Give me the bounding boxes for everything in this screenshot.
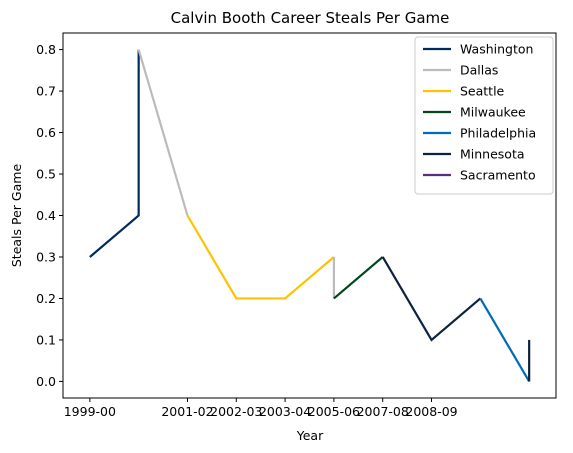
x-tick-label: 2003-04 xyxy=(259,404,311,419)
y-tick-label: 0.7 xyxy=(36,84,56,99)
x-tick-label: 2008-09 xyxy=(405,404,457,419)
y-axis: 0.0 0.1 0.2 0.3 0.4 0.5 0.6 0.7 0.8 xyxy=(36,42,63,389)
x-tick-label: 2007-08 xyxy=(357,404,409,419)
legend-label-washington: Washington xyxy=(460,42,533,57)
y-tick-label: 0.6 xyxy=(36,125,56,140)
chart-title: Calvin Booth Career Steals Per Game xyxy=(171,9,450,27)
series-line-minnesota-5 xyxy=(381,256,482,342)
plot-area xyxy=(89,49,531,382)
y-tick-label: 0.3 xyxy=(36,249,56,264)
legend-label-milwaukee: Milwaukee xyxy=(460,105,526,120)
series-line-philadelphia-6 xyxy=(479,297,531,382)
x-axis-title: Year xyxy=(296,428,324,443)
legend-label-philadelphia: Philadelphia xyxy=(460,126,536,141)
legend-label-sacramento: Sacramento xyxy=(460,168,536,183)
series-line-dallas-1 xyxy=(137,49,189,216)
x-tick-label: 2001-02 xyxy=(161,404,213,419)
legend-label-minnesota: Minnesota xyxy=(460,147,525,162)
legend-label-dallas: Dallas xyxy=(460,63,498,78)
y-tick-label: 0.1 xyxy=(36,332,56,347)
y-tick-label: 0.4 xyxy=(36,208,56,223)
legend-label-seattle: Seattle xyxy=(460,84,505,99)
series-line-milwaukee-4 xyxy=(333,256,384,300)
series-line-washington-0 xyxy=(89,49,140,258)
y-tick-label: 0.5 xyxy=(36,167,56,182)
x-tick-label: 2005-06 xyxy=(308,404,360,419)
x-tick-label: 1999-00 xyxy=(64,404,116,419)
x-tick-label: 2002-03 xyxy=(210,404,262,419)
x-axis: 1999-00 2001-022002-032003-042005-062007-… xyxy=(64,398,458,419)
series-line-seattle-2 xyxy=(186,214,335,300)
y-tick-label: 0.8 xyxy=(36,42,56,57)
legend: Washington Dallas Seattle Milwaukee Philadel… xyxy=(414,36,554,195)
y-axis-title: Steals Per Game xyxy=(9,164,24,268)
y-tick-label: 0.2 xyxy=(36,291,56,306)
y-tick-label: 0.0 xyxy=(36,374,56,389)
